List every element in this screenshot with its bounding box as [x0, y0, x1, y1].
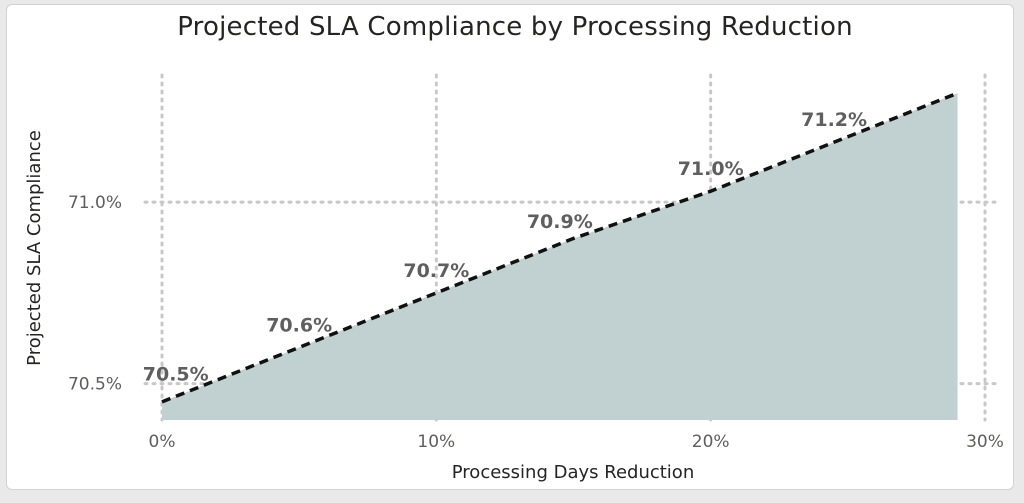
x-axis-title: Processing Days Reduction	[452, 462, 694, 483]
tick-layer: 0% 10% 20% 30% 70.5% 71.0%	[68, 193, 1004, 452]
x-tick-label: 10%	[417, 432, 455, 452]
line-layer	[161, 91, 959, 404]
y-tick-label: 70.5%	[68, 375, 122, 395]
area-layer	[162, 93, 958, 420]
series-line	[161, 91, 959, 404]
y-axis-title: Projected SLA Compliance	[24, 130, 45, 366]
x-tick-label: 0%	[149, 432, 176, 452]
data-label: 71.0%	[678, 158, 744, 180]
data-label: 70.7%	[403, 260, 469, 282]
x-tick-label: 30%	[966, 432, 1004, 452]
data-label: 70.5%	[143, 363, 209, 385]
chart-title: Projected SLA Compliance by Processing R…	[177, 12, 853, 42]
x-tick-label: 20%	[692, 432, 730, 452]
data-label: 70.9%	[527, 211, 593, 233]
series-area	[162, 93, 958, 420]
label-layer: 70.5% 70.6% 70.7% 70.9% 71.0% 71.2%	[143, 109, 867, 385]
data-label: 71.2%	[801, 109, 867, 131]
data-label: 70.6%	[266, 314, 332, 336]
y-tick-label: 71.0%	[68, 193, 122, 213]
